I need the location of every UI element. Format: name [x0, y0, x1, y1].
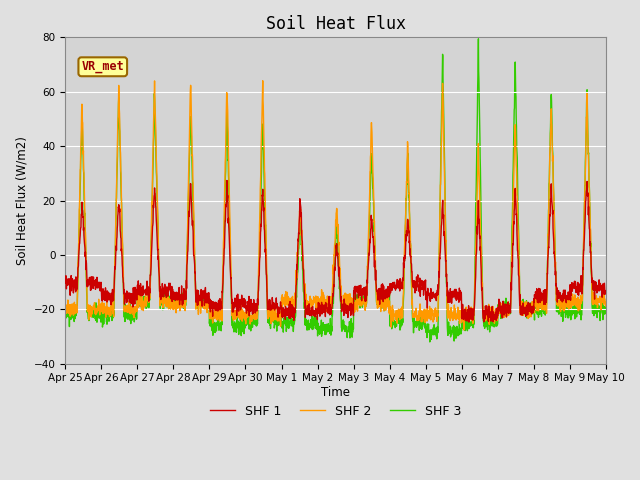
- SHF 2: [570, 302, 577, 308]
- SHF 3: [363, 294, 371, 300]
- SHF 3: [351, 296, 359, 302]
- X-axis label: Time: Time: [321, 386, 350, 399]
- SHF 1: [223, 178, 231, 183]
- Line: SHF 2: SHF 2: [65, 81, 606, 330]
- SHF 3: [61, 309, 69, 315]
- SHF 1: [465, 319, 473, 325]
- SHF 1: [570, 282, 577, 288]
- Line: SHF 1: SHF 1: [65, 180, 606, 322]
- SHF 2: [212, 314, 220, 320]
- SHF 1: [555, 288, 563, 293]
- SHF 2: [555, 301, 563, 307]
- SHF 2: [493, 318, 500, 324]
- SHF 3: [555, 298, 563, 304]
- Text: VR_met: VR_met: [81, 60, 124, 73]
- Legend: SHF 1, SHF 2, SHF 3: SHF 1, SHF 2, SHF 3: [205, 400, 467, 423]
- SHF 1: [351, 283, 359, 289]
- SHF 3: [493, 314, 500, 320]
- SHF 1: [493, 314, 500, 320]
- SHF 3: [602, 301, 610, 307]
- SHF 1: [363, 289, 371, 295]
- SHF 3: [426, 339, 434, 345]
- SHF 3: [570, 311, 577, 316]
- SHF 3: [212, 322, 220, 327]
- SHF 1: [602, 291, 610, 297]
- SHF 2: [351, 300, 359, 305]
- SHF 2: [602, 299, 610, 304]
- SHF 2: [61, 310, 69, 316]
- SHF 2: [363, 290, 371, 296]
- SHF 2: [460, 327, 468, 333]
- SHF 1: [61, 275, 69, 280]
- SHF 1: [212, 305, 220, 311]
- Y-axis label: Soil Heat Flux (W/m2): Soil Heat Flux (W/m2): [15, 136, 28, 265]
- Title: Soil Heat Flux: Soil Heat Flux: [266, 15, 406, 33]
- SHF 3: [474, 36, 482, 42]
- Line: SHF 3: SHF 3: [65, 39, 606, 342]
- SHF 2: [259, 78, 267, 84]
